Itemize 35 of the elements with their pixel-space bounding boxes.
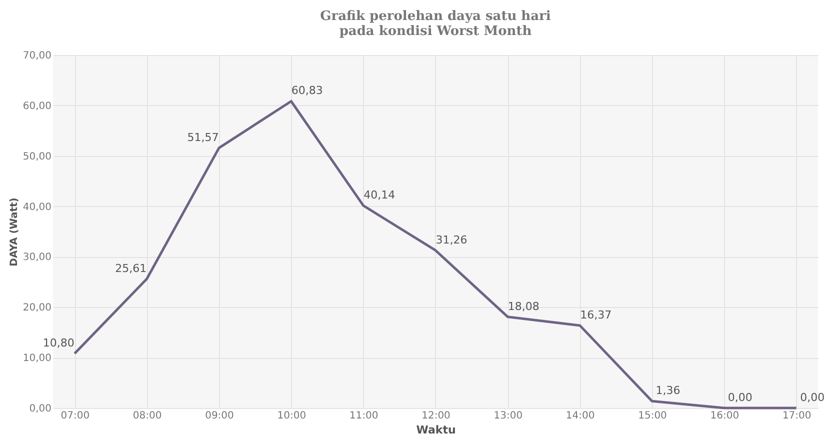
data-label: 10,80	[42, 336, 74, 350]
text: pada kondisi Worst Month	[339, 24, 532, 39]
y-tick-label: 50,00	[22, 151, 52, 162]
y-tick-label: 70,00	[22, 50, 52, 62]
y-axis-title: DAYA (Watt)	[8, 198, 20, 266]
y-tick-label: 0,00	[29, 404, 52, 414]
data-label: 31,26	[436, 233, 468, 246]
x-tick-label: 11:00	[349, 410, 378, 422]
data-label: 60,83	[291, 84, 323, 98]
y-tick-label: 60,00	[22, 100, 52, 112]
y-tick-label: 30,00	[22, 252, 52, 264]
data-label: 40,14	[364, 188, 396, 202]
y-tick-label: 20,00	[22, 302, 52, 314]
data-label: 0,00	[800, 391, 825, 404]
x-tick-label: 12:00	[422, 410, 450, 422]
x-axis-title: Waktu	[416, 424, 456, 436]
y-tick-label: 10,00	[22, 353, 52, 364]
x-tick-label: 14:00	[566, 410, 595, 422]
data-label: 51,57	[187, 130, 219, 144]
x-tick-label: 07:00	[60, 410, 90, 422]
data-label: 18,08	[508, 300, 540, 313]
x-tick-label: 09:00	[205, 410, 234, 422]
data-label: 1,36	[656, 384, 680, 398]
y-tick-label: 40,00	[22, 202, 52, 213]
x-tick-label: 13:00	[494, 410, 523, 422]
text: Grafik perolehan daya satu hari	[320, 9, 551, 24]
x-tick-label: 16:00	[710, 410, 740, 422]
data-label: 16,37	[580, 308, 612, 322]
data-label: 0,00	[728, 391, 752, 404]
data-label: 25,61	[115, 262, 147, 275]
x-tick-label: 08:00	[132, 410, 162, 422]
line-series	[73, 100, 798, 410]
x-tick-label: 10:00	[277, 410, 306, 422]
x-tick-label: 15:00	[638, 410, 667, 422]
x-tick-label: 17:00	[782, 410, 812, 422]
